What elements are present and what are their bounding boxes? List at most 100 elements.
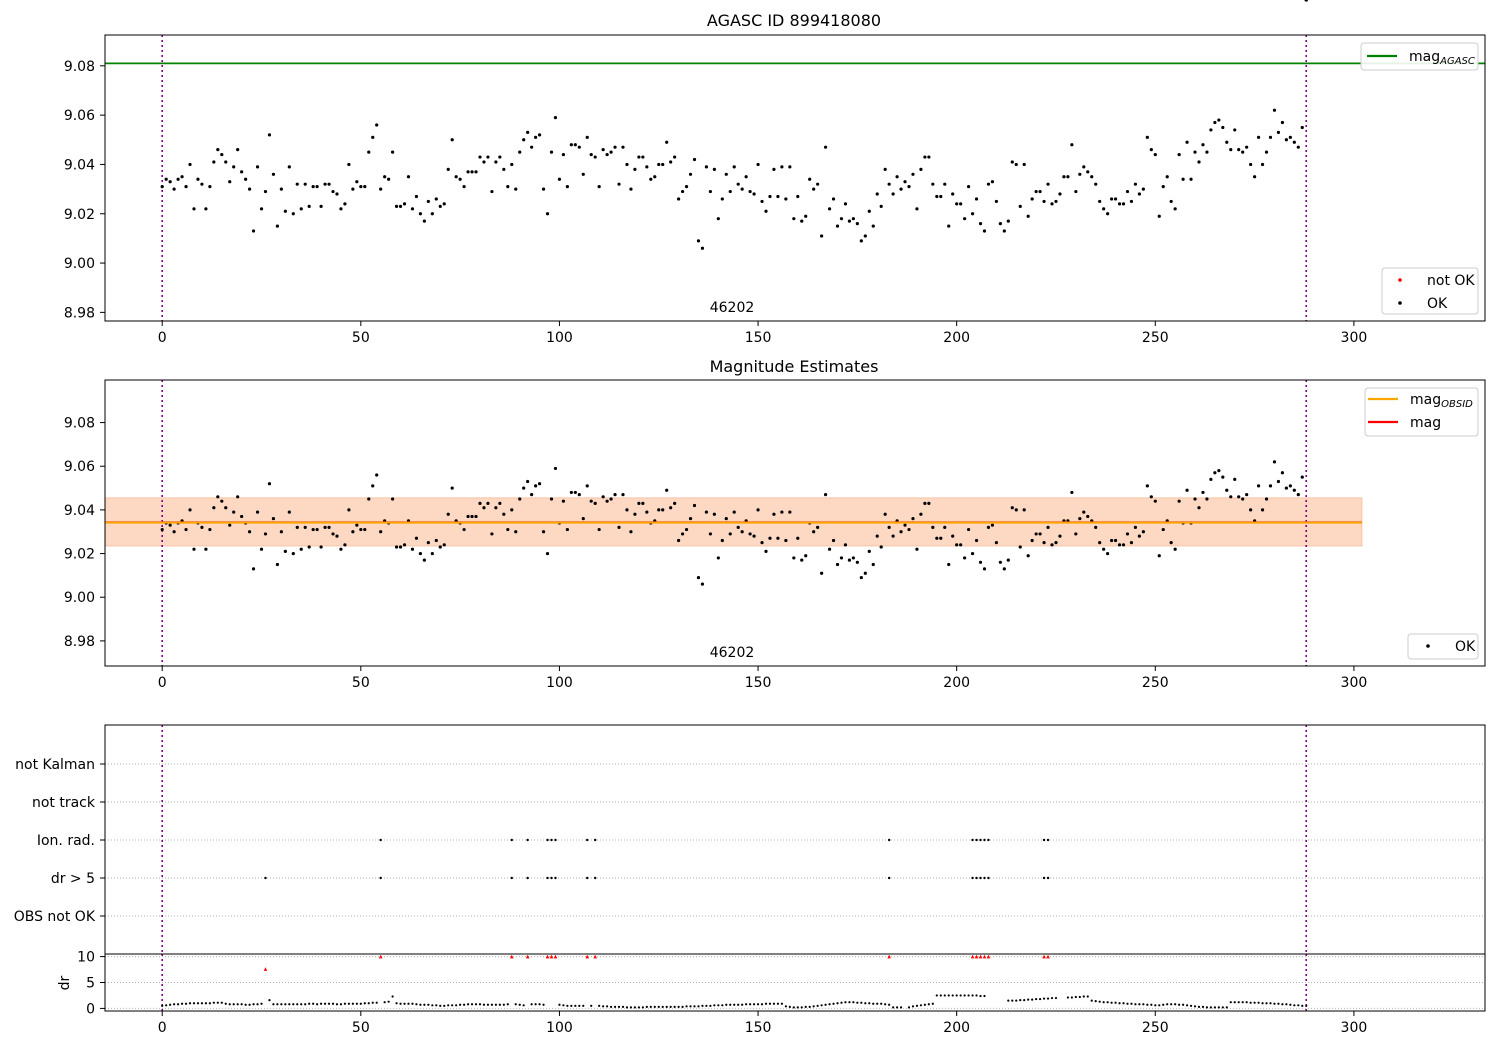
panel-magnitude-estimates-data-point <box>708 532 712 536</box>
panel-dr-data-point <box>645 1005 648 1008</box>
panel-magnitude-estimates-data-point <box>899 530 903 534</box>
panel-agasc-data-point <box>1256 135 1261 139</box>
panel-agasc-data-point <box>665 140 669 144</box>
panel-agasc-data-point <box>1002 229 1006 233</box>
panel-magnitude-estimates-data-point <box>518 497 522 501</box>
panel-dr-data-point <box>169 1003 172 1006</box>
panel-magnitude-estimates-data-point <box>553 466 558 471</box>
panel-magnitude-estimates-data-point <box>978 560 983 564</box>
panel-dr-data-point <box>983 994 986 998</box>
panel-magnitude-estimates-data-point <box>696 575 701 580</box>
panel-magnitude-estimates-data-point <box>1117 543 1122 547</box>
panel-magnitude-estimates-data-point <box>732 510 736 514</box>
panel-agasc-data-point <box>259 207 264 211</box>
panel-dr-data-point <box>403 1002 406 1005</box>
panel-agasc-data-point <box>522 138 526 142</box>
panel-flags-flag-marker <box>983 876 986 880</box>
panel-dr-data-point <box>490 1003 494 1006</box>
panel-dr-data-point <box>1185 1004 1189 1007</box>
panel-agasc-data-point <box>247 187 252 191</box>
panel-flags-flag-marker <box>975 838 978 842</box>
panel-magnitude-estimates-data-point <box>641 501 645 505</box>
panel-agasc-data-point <box>184 185 188 189</box>
panel-agasc-data-point <box>1157 214 1161 218</box>
panel-agasc-data-point <box>1272 108 1277 112</box>
panel-dr-data-point <box>1162 1003 1165 1006</box>
panel-magnitude-estimates-data-point <box>430 551 434 556</box>
panel-dr-data-point <box>502 1003 505 1006</box>
panel-agasc-data-point <box>466 170 470 174</box>
panel-dr-xtick-label: 0 <box>158 1020 167 1036</box>
panel-agasc-data-point <box>935 194 939 199</box>
panel-dr-data-point <box>1007 999 1010 1002</box>
panel-dr-data-point <box>570 1004 573 1007</box>
panel-dr-data-point <box>574 1004 577 1007</box>
panel-dr-data-point <box>184 1002 188 1005</box>
panel-agasc-data-point <box>1229 148 1233 152</box>
panel-dr-data-point <box>876 1002 879 1005</box>
panel-magnitude-estimates-data-point <box>1272 460 1277 464</box>
panel-dr-data-point <box>1130 1002 1133 1005</box>
panel-magnitude-estimates-data-point <box>637 501 641 505</box>
panel-dr-data-point <box>1114 1001 1117 1004</box>
panel-agasc-data-point <box>355 180 359 184</box>
panel-magnitude-estimates-data-point <box>1074 532 1078 536</box>
panel-flags-flag-marker <box>546 876 549 880</box>
panel-dr-data-point <box>943 994 946 997</box>
panel-agasc-data-point <box>347 162 351 167</box>
panel-agasc-data-point <box>454 175 458 179</box>
panel-magnitude-estimates-data-point <box>410 547 415 551</box>
panel-magnitude-estimates-data-point <box>573 490 577 495</box>
panel-dr-data-point <box>935 994 938 997</box>
panel-magnitude-estimates-data-point <box>200 525 204 529</box>
panel-agasc-data-point <box>1086 170 1090 174</box>
panel-dr-data-point <box>892 1006 895 1009</box>
panel-magnitude-estimates-data-point <box>1014 508 1018 512</box>
panel-agasc-data-point <box>1058 192 1062 196</box>
panel-agasc-data-point <box>792 217 796 221</box>
panel-magnitude-estimates-data-point <box>589 499 593 503</box>
panel-magnitude-estimates-data-point <box>927 501 931 505</box>
panel-magnitude-estimates-data-point <box>450 486 454 490</box>
panel-dr-data-point <box>653 1005 656 1008</box>
panel-dr-data-point <box>1106 1001 1109 1004</box>
panel-agasc-data-point <box>784 197 788 201</box>
panel-agasc-data-point <box>621 145 625 149</box>
panel-agasc-data-point <box>287 165 291 169</box>
panel-agasc-frame <box>104 34 1486 322</box>
panel-dr-data-point <box>1015 999 1018 1002</box>
panel-magnitude-estimates-data-point <box>434 538 438 543</box>
panel-agasc-data-point <box>426 199 430 204</box>
panel-magnitude-estimates-data-point <box>684 527 689 532</box>
panel-magnitude-estimates-data-point <box>903 523 907 527</box>
panel-dr-data-point <box>864 1002 867 1005</box>
panel-dr-data-point <box>729 1003 732 1006</box>
panel-agasc-data-point <box>887 182 891 186</box>
panel-agasc-data-point <box>788 165 792 169</box>
panel-magnitude-estimates-xtick-label: 250 <box>1142 675 1169 691</box>
panel-dr-data-point <box>745 1003 748 1006</box>
panel-magnitude-estimates-data-point <box>597 527 601 532</box>
panel-dr-data-point <box>792 1006 795 1009</box>
panel-agasc-data-point <box>891 192 895 196</box>
panel-flags-category-label: Ion. rad. <box>37 833 95 849</box>
panel-magnitude-estimates-data-point <box>414 536 419 540</box>
panel-magnitude-estimates-data-point <box>847 558 852 562</box>
panel-dr-data-point <box>522 1004 525 1007</box>
panel-magnitude-estimates-data-point <box>986 525 991 529</box>
panel-magnitude-estimates-data-point <box>835 562 840 567</box>
panel-dr-data-point <box>725 1003 728 1006</box>
panel-magnitude-estimates-data-point <box>522 486 526 490</box>
panel-agasc-data-point <box>1225 140 1229 144</box>
panel-magnitude-estimates-data-point <box>267 482 272 486</box>
panel-dr-data-point <box>1201 1005 1205 1008</box>
panel-agasc-data-point <box>748 189 752 194</box>
panel-dr-data-point <box>1110 1001 1113 1004</box>
panel-magnitude-estimates-data-point <box>1237 495 1241 499</box>
panel-magnitude-estimates-data-point <box>1038 532 1042 536</box>
panel-magnitude-estimates-xtick-label: 200 <box>943 675 970 691</box>
panel-magnitude-estimates-data-point <box>784 538 788 543</box>
panel-magnitude-estimates-data-point <box>891 534 895 538</box>
panel-dr-data-point <box>161 1004 164 1007</box>
panel-magnitude-estimates-data-point <box>1006 558 1010 562</box>
